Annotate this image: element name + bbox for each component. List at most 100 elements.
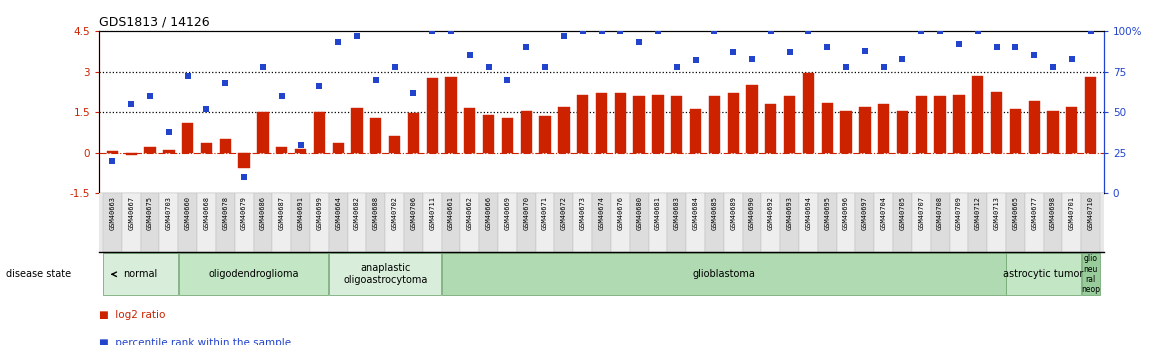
Point xyxy=(724,49,743,55)
Text: ■  percentile rank within the sample: ■ percentile rank within the sample xyxy=(99,338,291,345)
Bar xyxy=(709,96,719,152)
Point xyxy=(179,74,197,79)
Text: GSM40683: GSM40683 xyxy=(674,196,680,230)
Text: GSM40682: GSM40682 xyxy=(354,196,360,230)
Bar xyxy=(1043,193,1063,252)
Bar xyxy=(821,103,833,152)
Point xyxy=(310,83,328,89)
Point xyxy=(235,174,253,180)
Point xyxy=(1044,64,1063,69)
Bar xyxy=(126,152,137,155)
Text: GSM40707: GSM40707 xyxy=(918,196,924,230)
Bar xyxy=(686,193,705,252)
Bar xyxy=(728,93,739,152)
Text: GSM40685: GSM40685 xyxy=(711,196,717,230)
Bar xyxy=(916,96,927,152)
Bar xyxy=(484,115,494,152)
Bar xyxy=(408,114,419,152)
Point xyxy=(555,33,573,39)
Bar xyxy=(536,193,555,252)
Point xyxy=(423,28,442,34)
Text: GSM40686: GSM40686 xyxy=(260,196,266,230)
Text: GSM40662: GSM40662 xyxy=(467,196,473,230)
Text: GSM40665: GSM40665 xyxy=(1013,196,1018,230)
Bar xyxy=(179,253,328,295)
Point xyxy=(630,40,648,45)
Point xyxy=(855,48,874,53)
Point xyxy=(367,77,385,82)
Bar xyxy=(1048,111,1058,152)
Bar xyxy=(1066,107,1077,152)
Point xyxy=(592,28,611,34)
Bar xyxy=(934,96,946,152)
Point xyxy=(329,40,348,45)
Point xyxy=(987,45,1006,50)
Bar xyxy=(577,95,589,152)
Bar xyxy=(294,149,306,152)
Point xyxy=(140,93,159,99)
Bar xyxy=(841,111,851,152)
Text: GSM40689: GSM40689 xyxy=(730,196,736,230)
Bar xyxy=(912,193,931,252)
Point xyxy=(197,106,216,112)
Bar xyxy=(521,111,531,152)
Text: GSM40681: GSM40681 xyxy=(655,196,661,230)
Bar xyxy=(1024,193,1043,252)
Text: GSM40675: GSM40675 xyxy=(147,196,153,230)
Bar xyxy=(238,152,250,168)
Text: GSM40687: GSM40687 xyxy=(279,196,285,230)
Bar xyxy=(460,193,479,252)
Bar xyxy=(860,107,870,152)
Text: GSM40698: GSM40698 xyxy=(1050,196,1056,230)
Text: GSM40694: GSM40694 xyxy=(806,196,812,230)
Text: GSM40704: GSM40704 xyxy=(881,196,887,230)
Text: GSM40674: GSM40674 xyxy=(598,196,605,230)
Bar xyxy=(802,73,814,152)
Bar xyxy=(667,193,686,252)
Bar xyxy=(931,193,950,252)
Point xyxy=(799,28,818,34)
Bar xyxy=(1007,253,1080,295)
Text: GSM40660: GSM40660 xyxy=(185,196,190,230)
Text: GSM40703: GSM40703 xyxy=(166,196,172,230)
Point xyxy=(931,28,950,34)
Bar xyxy=(253,193,272,252)
Bar xyxy=(818,193,836,252)
Text: GSM40678: GSM40678 xyxy=(222,196,228,230)
Bar xyxy=(385,193,404,252)
Bar xyxy=(705,193,724,252)
Point xyxy=(611,28,630,34)
Bar xyxy=(479,193,498,252)
Text: GSM40699: GSM40699 xyxy=(317,196,322,230)
Bar xyxy=(652,95,663,152)
Bar xyxy=(972,76,983,152)
Text: GSM40679: GSM40679 xyxy=(241,196,248,230)
Bar xyxy=(442,253,1006,295)
Bar xyxy=(780,193,799,252)
Point xyxy=(950,41,968,47)
Bar xyxy=(784,96,795,152)
Point xyxy=(442,28,460,34)
Bar xyxy=(426,78,438,152)
Bar xyxy=(765,104,777,152)
Point xyxy=(743,56,762,61)
Bar xyxy=(746,85,758,152)
Bar xyxy=(894,193,912,252)
Text: GSM40690: GSM40690 xyxy=(749,196,755,230)
Text: GSM40710: GSM40710 xyxy=(1087,196,1093,230)
Bar xyxy=(633,96,645,152)
Point xyxy=(517,45,536,50)
Bar xyxy=(197,193,216,252)
Text: astrocytic tumor: astrocytic tumor xyxy=(1003,269,1084,279)
Text: GSM40712: GSM40712 xyxy=(975,196,981,230)
Bar xyxy=(1082,253,1099,295)
Point xyxy=(348,33,367,39)
Bar xyxy=(310,193,328,252)
Bar xyxy=(573,193,592,252)
Text: GSM40701: GSM40701 xyxy=(1069,196,1075,230)
Bar xyxy=(272,193,291,252)
Text: GSM40676: GSM40676 xyxy=(618,196,624,230)
Text: GSM40706: GSM40706 xyxy=(410,196,417,230)
Text: disease state: disease state xyxy=(6,269,71,279)
Point xyxy=(818,45,836,50)
